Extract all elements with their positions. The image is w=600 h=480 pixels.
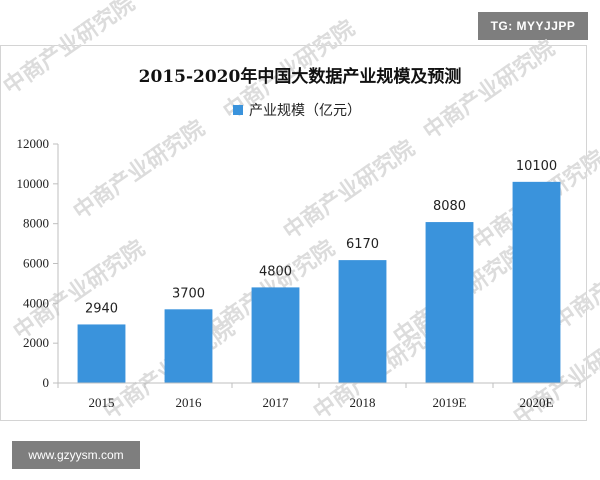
watermark-text: 中商产业研究院	[69, 115, 210, 225]
y-tick-label: 10000	[17, 176, 50, 191]
watermark-text: 中商产业研究院	[419, 35, 560, 145]
legend-label: 产业规模（亿元）	[249, 103, 361, 119]
y-tick-label: 2000	[23, 335, 49, 350]
watermark-text: 中商产业研究院	[279, 135, 420, 245]
bar-2018	[338, 260, 387, 383]
watermark-text: 中商产业研究院	[0, 0, 140, 100]
bar-2016	[164, 309, 213, 383]
bars: 2940 3700 4800 6170 8080 10100	[77, 159, 561, 383]
data-label: 8080	[433, 199, 466, 214]
legend: 产业规模（亿元）	[233, 103, 361, 119]
y-tick-label: 4000	[23, 295, 49, 310]
y-tick-label: 0	[43, 375, 50, 390]
x-tick-label: 2016	[176, 395, 203, 410]
tg-badge: TG: MYYJJPP	[478, 12, 588, 40]
data-label: 6170	[346, 237, 379, 252]
url-badge: www.gzyysm.com	[12, 441, 140, 469]
data-label: 10100	[516, 159, 557, 174]
x-tick-label: 2020E	[520, 395, 554, 410]
x-axis: 2015 2016 2017 2018 2019E 2020E	[57, 382, 581, 410]
bar-2017	[251, 287, 300, 383]
y-axis: 0 2000 4000 6000 8000 10000 12000	[17, 136, 59, 390]
chart-title: 2015-2020年中国大数据产业规模及预测	[139, 66, 462, 87]
y-tick-label: 6000	[23, 256, 49, 271]
x-tick-label: 2019E	[433, 395, 467, 410]
x-tick-label: 2017	[263, 395, 290, 410]
x-tick-label: 2018	[350, 395, 376, 410]
data-label: 3700	[172, 286, 205, 301]
data-label: 4800	[259, 264, 292, 279]
legend-swatch	[233, 105, 243, 115]
x-tick-label: 2015	[89, 395, 115, 410]
data-label: 2940	[85, 301, 118, 316]
y-tick-label: 8000	[23, 216, 49, 231]
bar-2019E	[425, 222, 474, 383]
bar-2015	[77, 324, 126, 383]
bar-2020E	[512, 181, 561, 383]
y-tick-label: 12000	[17, 136, 50, 151]
